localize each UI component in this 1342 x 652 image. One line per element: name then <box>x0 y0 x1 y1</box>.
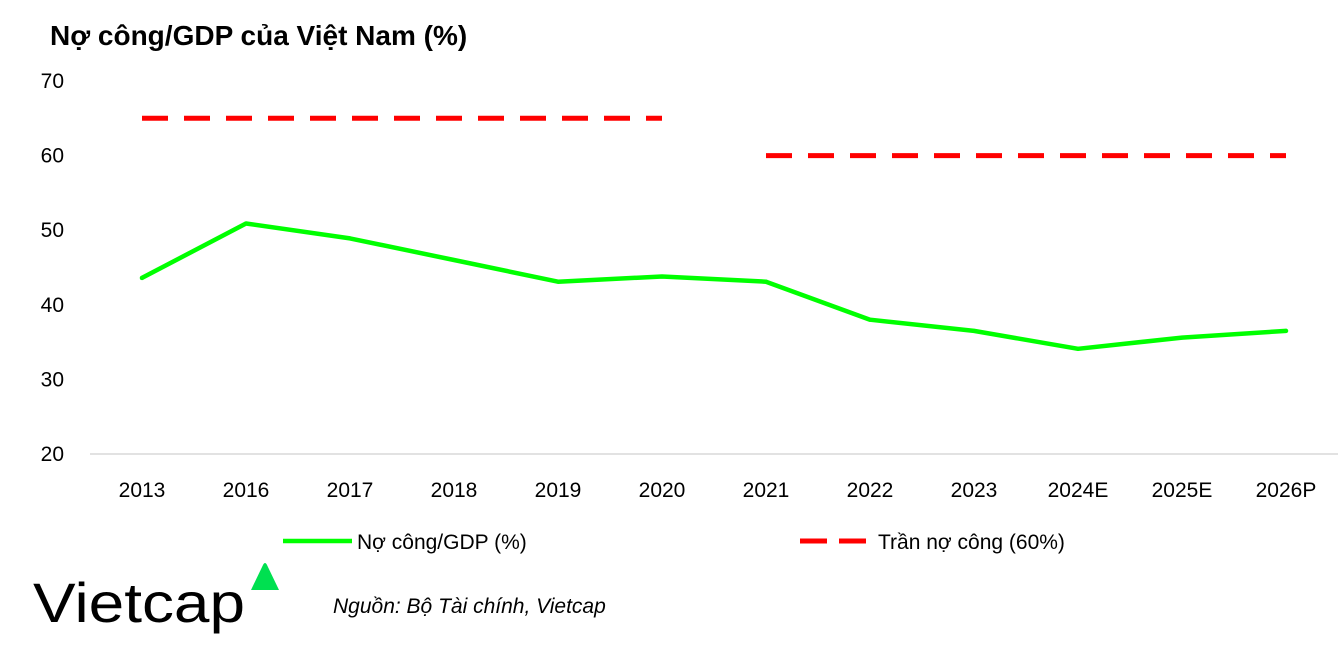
y-axis-ticks: 20 30 40 50 60 70 <box>41 70 64 466</box>
legend: Nợ công/GDP (%) Trần nợ công (60%) <box>283 531 1065 554</box>
data-point <box>1180 335 1184 340</box>
x-tick-label: 2025E <box>1152 479 1213 502</box>
data-point <box>452 258 456 263</box>
data-point <box>140 275 144 280</box>
y-tick-label: 50 <box>41 219 64 242</box>
y-tick-label: 60 <box>41 145 64 168</box>
source-note: Nguồn: Bộ Tài chính, Vietcap <box>333 595 606 618</box>
x-tick-label: 2022 <box>847 479 894 502</box>
logo-wordmark: Vietcap <box>33 571 245 634</box>
data-point <box>1076 346 1080 351</box>
y-tick-label: 30 <box>41 368 64 391</box>
x-axis-ticks: 2013 2016 2017 2018 2019 2020 2021 2022 2023 2024… <box>119 479 1317 502</box>
y-tick-label: 40 <box>41 294 64 317</box>
legend-item-debt-ratio: Nợ công/GDP (%) <box>283 531 527 554</box>
data-point <box>660 274 664 279</box>
data-point <box>972 328 976 333</box>
x-tick-label: 2023 <box>951 479 998 502</box>
data-point <box>244 221 248 226</box>
x-tick-label: 2026P <box>1256 479 1317 502</box>
series-line <box>139 221 1289 352</box>
legend-item-debt-ceiling: Trần nợ công (60%) <box>800 531 1065 554</box>
x-tick-label: 2019 <box>535 479 582 502</box>
x-tick-label: 2018 <box>431 479 478 502</box>
x-tick-label: 2020 <box>639 479 686 502</box>
series-1 <box>142 115 1286 159</box>
data-point <box>868 317 872 322</box>
x-tick-label: 2024E <box>1048 479 1109 502</box>
data-point <box>764 279 768 284</box>
data-point <box>1284 328 1288 333</box>
legend-label-debt-ratio: Nợ công/GDP (%) <box>357 531 527 554</box>
x-tick-label: 2013 <box>119 479 166 502</box>
vietcap-logo: Vietcap <box>33 563 279 634</box>
x-tick-label: 2017 <box>327 479 374 502</box>
y-tick-label: 70 <box>41 70 64 93</box>
data-point <box>556 279 560 284</box>
legend-label-debt-ceiling: Trần nợ công (60%) <box>878 531 1065 554</box>
triangle-icon <box>251 563 279 590</box>
series-layer <box>139 115 1289 352</box>
chart-title: Nợ công/GDP của Việt Nam (%) <box>50 20 467 51</box>
data-point <box>348 236 352 241</box>
x-tick-label: 2016 <box>223 479 270 502</box>
y-tick-label: 20 <box>41 443 64 466</box>
x-tick-label: 2021 <box>743 479 790 502</box>
series-0 <box>139 221 1289 352</box>
